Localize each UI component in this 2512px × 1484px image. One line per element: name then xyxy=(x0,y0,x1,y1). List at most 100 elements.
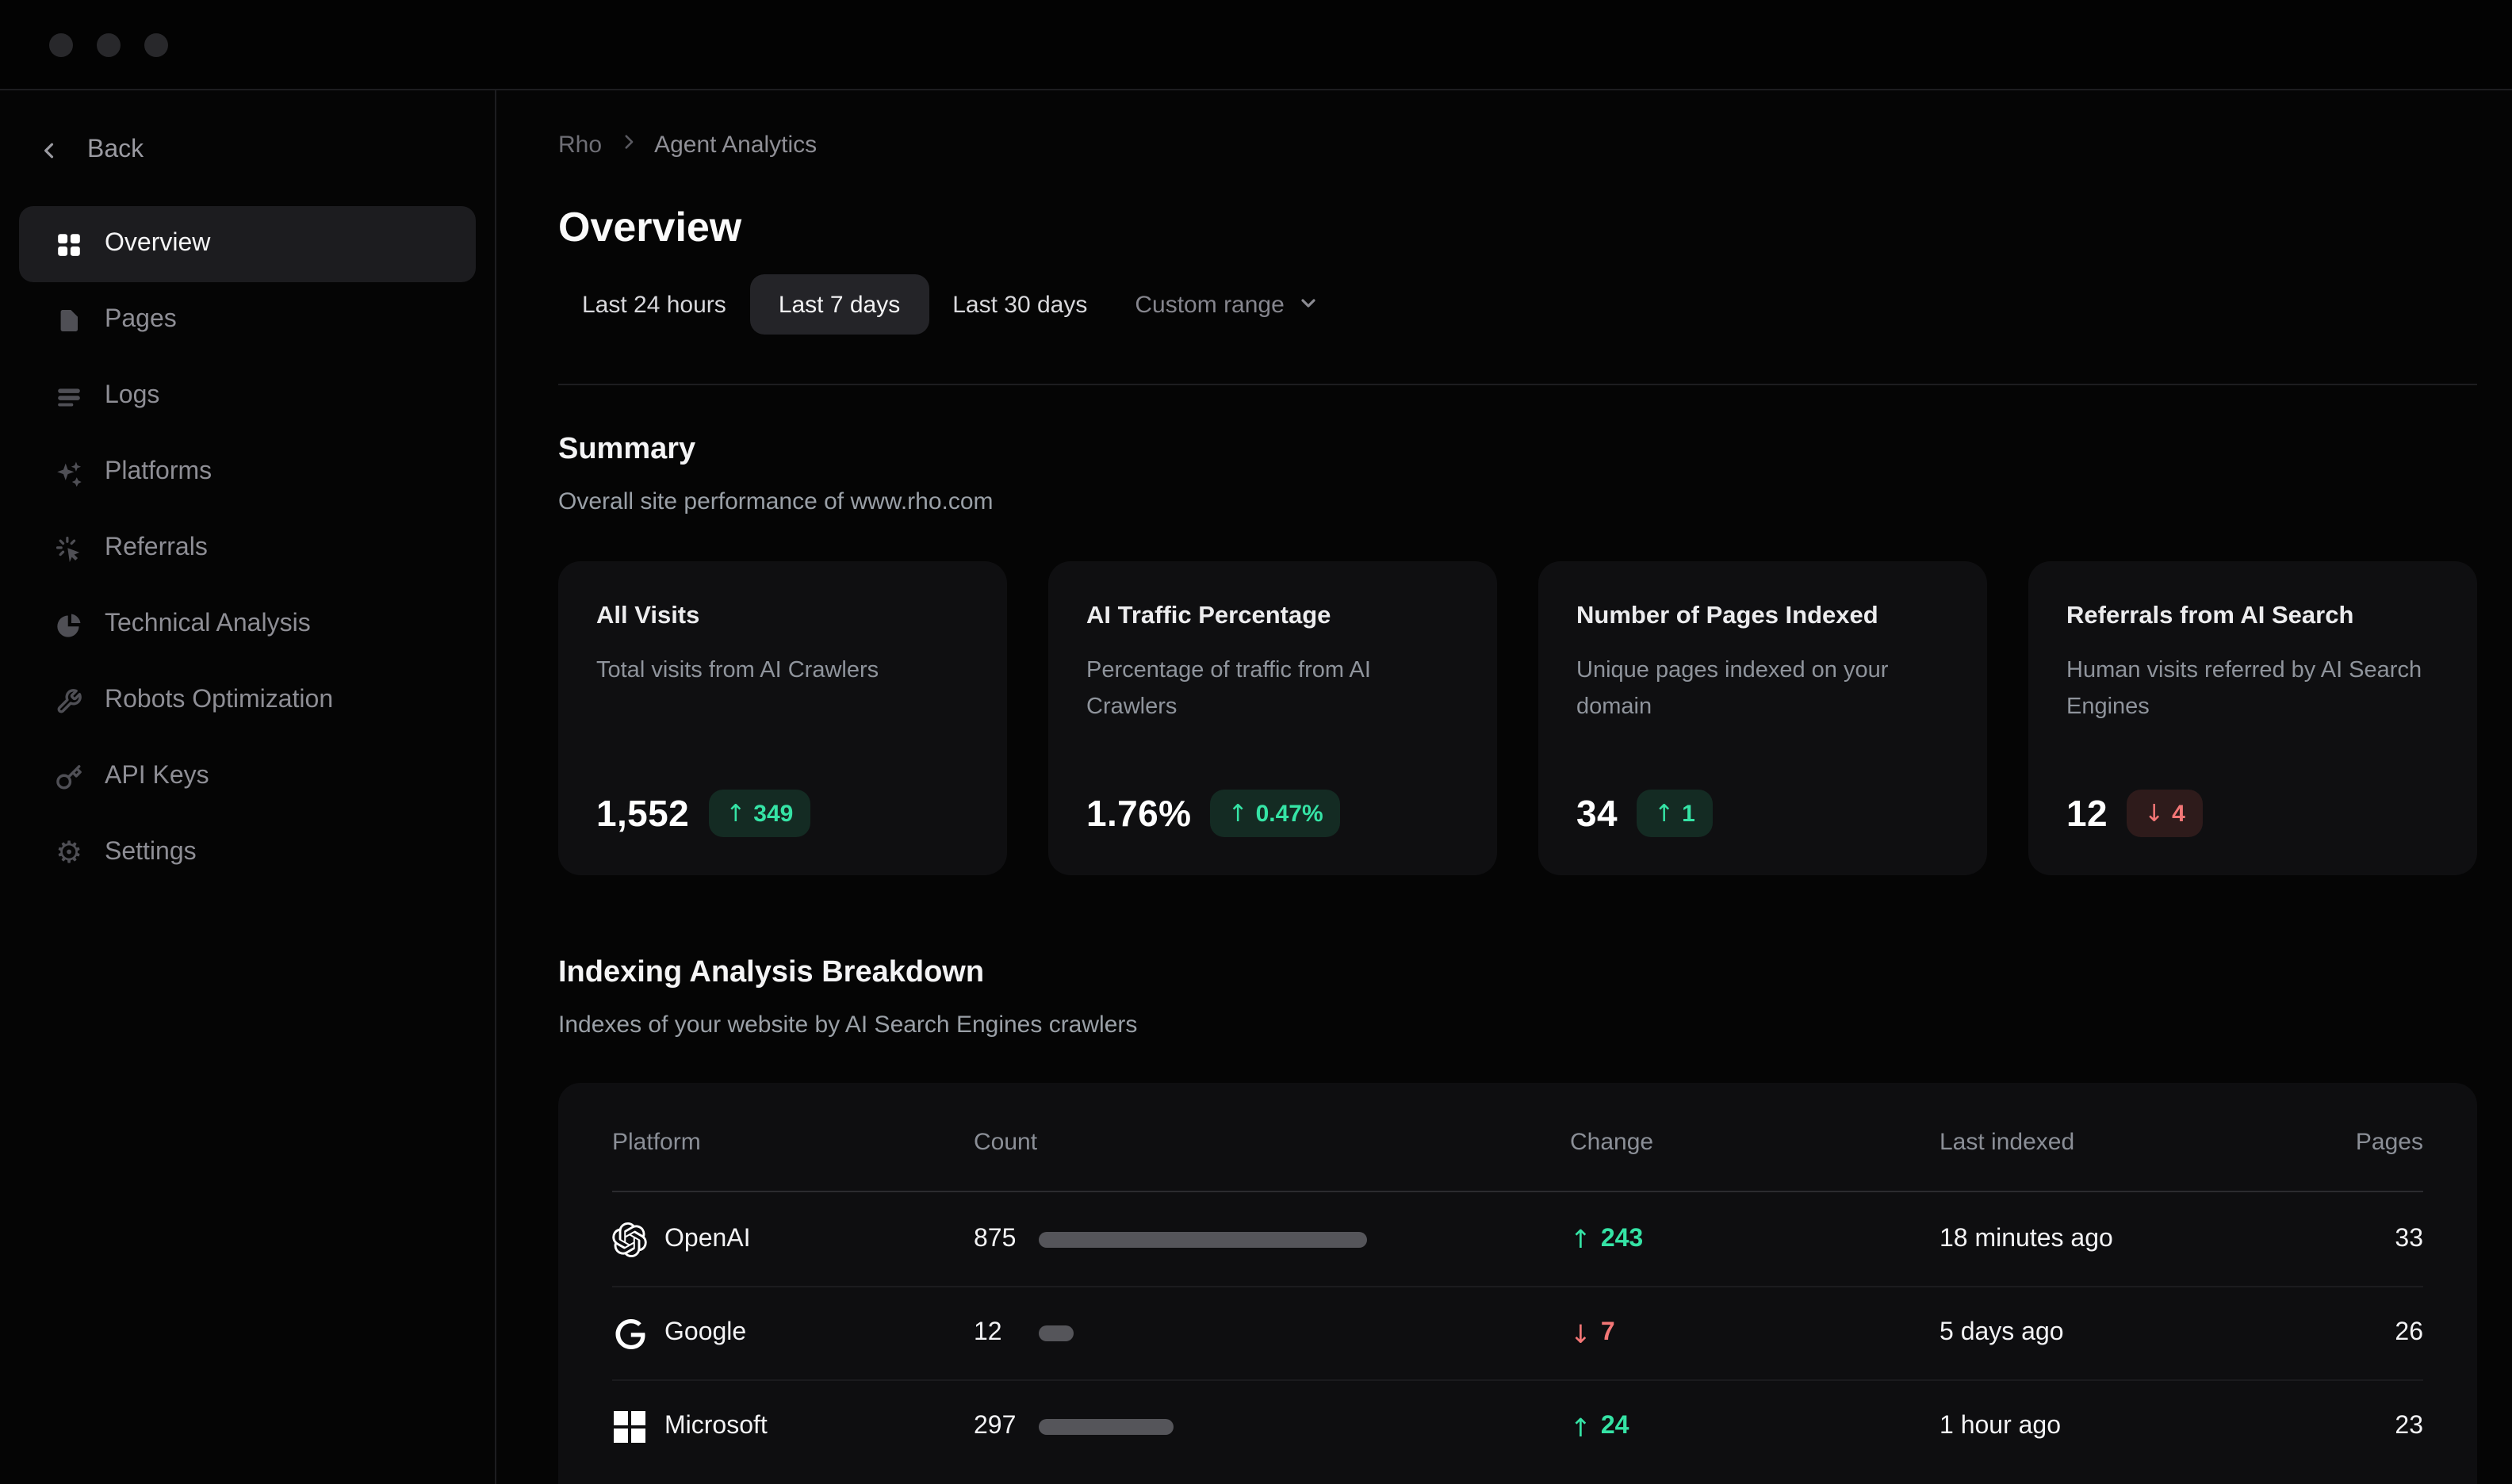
sidebar-item-label: Technical Analysis xyxy=(105,610,311,639)
sidebar-item-label: Platforms xyxy=(105,458,212,487)
tab-last-24-hours[interactable]: Last 24 hours xyxy=(558,274,750,335)
sidebar-item-pages[interactable]: Pages xyxy=(19,282,476,358)
arrow-down-icon: ↓ xyxy=(2144,799,2164,828)
pages-value: 23 xyxy=(2342,1413,2423,1441)
card-title: AI Traffic Percentage xyxy=(1086,602,1459,631)
app-window: Back Overview Pages xyxy=(0,0,2512,1484)
card-description: Percentage of traffic from AI Crawlers xyxy=(1086,653,1459,726)
summary-subheading: Overall site performance of www.rho.com xyxy=(558,485,2477,520)
column-header-count: Count xyxy=(974,1128,1570,1155)
card-ai-traffic-percentage: AI Traffic Percentage Percentage of traf… xyxy=(1048,561,1497,875)
table-row-openai[interactable]: OpenAI 875 ↑243 18 minutes ago 33 xyxy=(612,1192,2423,1286)
table-header-row: Platform Count Change Last indexed Pages xyxy=(612,1083,2423,1191)
platform-name: Google xyxy=(664,1319,746,1348)
arrow-up-icon: ↑ xyxy=(1227,799,1247,828)
sidebar-item-logs[interactable]: Logs xyxy=(19,358,476,434)
column-header-last-indexed: Last indexed xyxy=(1940,1128,2342,1155)
last-indexed-value: 1 hour ago xyxy=(1940,1413,2342,1441)
arrow-down-icon: ↓ xyxy=(1570,1318,1591,1348)
change-value: ↑24 xyxy=(1570,1412,1940,1442)
card-referrals-ai-search: Referrals from AI Search Human visits re… xyxy=(2028,561,2477,875)
click-icon xyxy=(54,534,84,564)
pages-value: 26 xyxy=(2342,1319,2423,1348)
tab-custom-range-label: Custom range xyxy=(1135,291,1284,318)
card-value: 12 xyxy=(2066,792,2108,835)
card-value: 1,552 xyxy=(596,792,689,835)
count-bar xyxy=(1039,1231,1367,1247)
count-bar xyxy=(1039,1419,1174,1435)
card-value: 34 xyxy=(1576,792,1618,835)
google-logo-icon xyxy=(612,1316,647,1351)
sidebar: Back Overview Pages xyxy=(0,90,496,1484)
count-bar xyxy=(1039,1325,1074,1341)
delta-badge: ↑ 349 xyxy=(708,790,810,837)
window-zoom-button[interactable] xyxy=(144,33,168,56)
indexing-table: Platform Count Change Last indexed Pages… xyxy=(558,1083,2477,1484)
window-close-button[interactable] xyxy=(49,33,73,56)
sidebar-item-overview[interactable]: Overview xyxy=(19,206,476,282)
breadcrumb-root[interactable]: Rho xyxy=(558,131,602,158)
tab-last-30-days[interactable]: Last 30 days xyxy=(929,274,1111,335)
chevron-right-icon xyxy=(618,131,638,158)
wrench-icon xyxy=(54,686,84,716)
sidebar-item-platforms[interactable]: Platforms xyxy=(19,434,476,511)
card-description: Unique pages indexed on your domain xyxy=(1576,653,1949,726)
card-value: 1.76% xyxy=(1086,792,1191,835)
delta-value: 1 xyxy=(1682,800,1695,827)
page-title: Overview xyxy=(558,200,2477,254)
pages-value: 33 xyxy=(2342,1225,2423,1253)
key-icon xyxy=(54,762,84,792)
delta-value: 0.47% xyxy=(1256,800,1323,827)
card-all-visits: All Visits Total visits from AI Crawlers… xyxy=(558,561,1007,875)
divider xyxy=(558,384,2477,385)
chevron-left-icon xyxy=(38,140,60,162)
sidebar-item-referrals[interactable]: Referrals xyxy=(19,511,476,587)
sidebar-item-robots-optimization[interactable]: Robots Optimization xyxy=(19,663,476,739)
document-icon xyxy=(54,305,84,335)
arrow-up-icon: ↑ xyxy=(1570,1412,1591,1442)
sidebar-item-label: Settings xyxy=(105,839,197,867)
column-header-platform: Platform xyxy=(612,1128,974,1155)
list-icon xyxy=(54,381,84,411)
window-minimize-button[interactable] xyxy=(97,33,121,56)
sidebar-item-technical-analysis[interactable]: Technical Analysis xyxy=(19,587,476,663)
arrow-up-icon: ↑ xyxy=(1654,799,1674,828)
delta-value: 349 xyxy=(753,800,793,827)
change-value: ↓7 xyxy=(1570,1318,1940,1348)
sidebar-item-label: Logs xyxy=(105,382,159,411)
table-row-microsoft[interactable]: Microsoft 297 ↑24 1 hour ago 23 xyxy=(612,1379,2423,1473)
sidebar-item-label: Overview xyxy=(105,230,210,258)
column-header-pages: Pages xyxy=(2342,1128,2423,1155)
chevron-down-icon xyxy=(1299,291,1318,318)
sidebar-item-label: Robots Optimization xyxy=(105,687,333,715)
tab-custom-range[interactable]: Custom range xyxy=(1111,274,1341,335)
breadcrumb: Rho Agent Analytics xyxy=(558,128,2477,160)
indexing-subheading: Indexes of your website by AI Search Eng… xyxy=(558,1008,2477,1043)
window-titlebar xyxy=(0,0,2512,90)
column-header-change: Change xyxy=(1570,1128,1940,1155)
table-row-google[interactable]: Google 12 ↓7 5 days ago 26 xyxy=(612,1286,2423,1379)
arrow-up-icon: ↑ xyxy=(1570,1224,1591,1254)
sidebar-item-label: Pages xyxy=(105,306,177,335)
last-indexed-value: 18 minutes ago xyxy=(1940,1225,2342,1253)
tab-last-7-days[interactable]: Last 7 days xyxy=(750,274,929,335)
main-content: Rho Agent Analytics Overview Last 24 hou… xyxy=(496,90,2512,1484)
sidebar-item-settings[interactable]: ⚙ Settings xyxy=(19,815,476,891)
gear-icon: ⚙ xyxy=(54,838,84,868)
pie-chart-icon xyxy=(54,610,84,640)
sidebar-item-api-keys[interactable]: API Keys xyxy=(19,739,476,815)
delta-badge: ↑ 0.47% xyxy=(1210,790,1340,837)
microsoft-logo-icon xyxy=(612,1409,647,1444)
arrow-up-icon: ↑ xyxy=(726,799,745,828)
card-description: Human visits referred by AI Search Engin… xyxy=(2066,653,2439,726)
back-button[interactable]: Back xyxy=(19,122,476,179)
breadcrumb-current: Agent Analytics xyxy=(654,131,817,158)
count-value: 297 xyxy=(974,1413,1039,1441)
grid-icon xyxy=(54,229,84,259)
indexing-heading: Indexing Analysis Breakdown xyxy=(558,953,2477,994)
card-title: All Visits xyxy=(596,602,969,631)
openai-logo-icon xyxy=(612,1222,647,1256)
back-label: Back xyxy=(87,136,144,165)
delta-badge: ↓4 xyxy=(2127,790,2203,837)
card-title: Number of Pages Indexed xyxy=(1576,602,1949,631)
